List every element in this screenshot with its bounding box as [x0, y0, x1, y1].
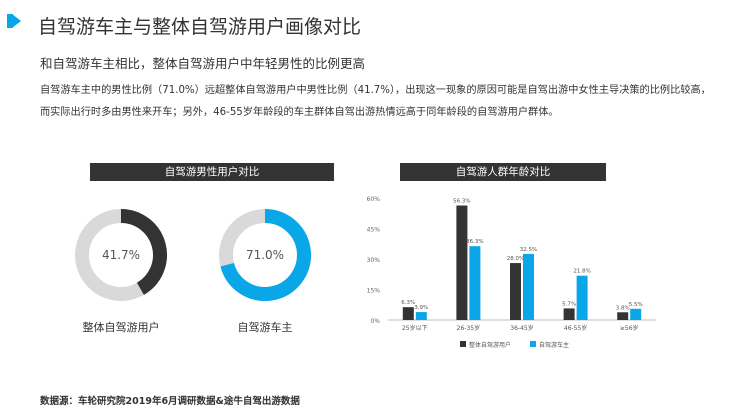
- bar-data-label: 32.5%: [520, 247, 537, 253]
- donut-owner-arc: [220, 209, 311, 301]
- bar: [415, 312, 427, 320]
- donut-overall-value: 41.7%: [102, 248, 140, 262]
- y-tick-label: 30%: [367, 257, 381, 264]
- legend-label: 整体自驾游用户: [469, 341, 511, 349]
- x-tick-label: 26-35岁: [457, 324, 480, 332]
- title-accent-icon: [7, 14, 21, 28]
- x-tick-label: 36-45岁: [510, 324, 533, 332]
- bar: [630, 308, 642, 320]
- y-tick-label: 60%: [367, 196, 381, 203]
- age-bar-chart: 0% 15% 30% 45% 60% 6.3%3.9% 56.3% 36.3% 28.0% 32…: [367, 196, 656, 349]
- bar: [617, 312, 629, 320]
- bar: [523, 253, 534, 320]
- page-title: 自驾游车主与整体自驾游用户画像对比: [38, 16, 362, 38]
- donut-chart-overall: 41.7%: [75, 209, 167, 301]
- bar-data-label: 28.0%: [507, 256, 524, 262]
- bar-data-label: 56.3%: [453, 199, 470, 205]
- bar-data-label: 6.3%: [401, 300, 415, 306]
- legend-label: 自驾游车主: [539, 341, 569, 349]
- bar: [402, 307, 414, 320]
- x-tick-label: 25岁以下: [402, 324, 428, 332]
- bar: [469, 246, 481, 320]
- donut-owner-value: 71.0%: [246, 248, 284, 262]
- donut-overall-label: 整体自驾游用户: [82, 321, 160, 334]
- donut-owner-label: 自驾游车主: [237, 321, 293, 334]
- y-tick-label: 15%: [367, 288, 381, 295]
- legend-swatch: [530, 341, 536, 347]
- bar-panel-title: 自驾游人群年龄对比: [400, 163, 606, 181]
- legend-swatch: [460, 341, 466, 347]
- description-paragraph: 自驾游车主中的男性比例（71.0%）远超整体自驾游用户中男性比例（41.7%），…: [40, 85, 711, 118]
- bar: [563, 308, 575, 320]
- bar-data-label: 3.9%: [414, 305, 428, 311]
- donut-chart-owner: 71.0%: [219, 209, 311, 301]
- bar: [576, 275, 588, 320]
- donut-panel-title: 自驾游男性用户对比: [90, 163, 334, 181]
- y-tick-label: 0%: [370, 318, 380, 325]
- bar-data-label: 3.8%: [616, 305, 630, 311]
- bar-data-label: 36.3%: [466, 239, 483, 245]
- x-tick-label: ≥56岁: [620, 324, 639, 332]
- y-tick-label: 45%: [367, 227, 381, 234]
- source-note: 数据源：车轮研究院2019年6月调研数据&途牛自驾出游数据: [40, 396, 300, 407]
- x-tick-label: 46-55岁: [564, 324, 587, 332]
- bar-data-label: 5.7%: [562, 301, 576, 307]
- bar-data-label: 5.5%: [629, 302, 643, 308]
- bar: [510, 263, 521, 320]
- subtitle: 和自驾游车主相比，整体自驾游用户中年轻男性的比例更高: [40, 56, 366, 71]
- donut-overall-arc: [120, 209, 167, 295]
- bar: [456, 205, 468, 320]
- bar-data-label: 21.8%: [573, 269, 590, 275]
